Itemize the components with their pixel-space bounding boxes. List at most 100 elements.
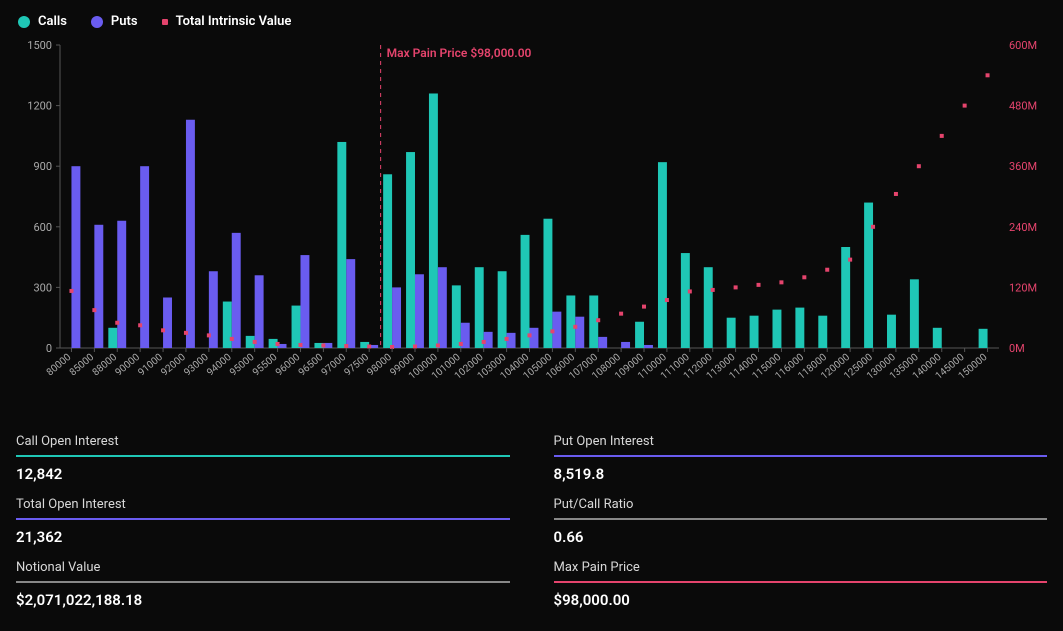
intrinsic-dot[interactable] — [940, 134, 944, 138]
bar-calls[interactable] — [841, 247, 850, 348]
intrinsic-dot[interactable] — [276, 342, 280, 346]
bar-calls[interactable] — [887, 315, 896, 348]
bar-puts[interactable] — [530, 328, 539, 348]
intrinsic-dot[interactable] — [665, 298, 669, 302]
bar-calls[interactable] — [750, 316, 759, 348]
bar-calls[interactable] — [543, 219, 552, 348]
bar-calls[interactable] — [704, 267, 713, 348]
x-tick-label: 93000 — [182, 352, 211, 379]
intrinsic-dot[interactable] — [619, 312, 623, 316]
open-interest-chart: 0300600900120015000M120M240M360M480M600M… — [14, 39, 1049, 394]
x-tick-label: 95000 — [228, 352, 257, 379]
svg-text:360M: 360M — [1009, 160, 1037, 173]
legend-label-intrinsic: Total Intrinsic Value — [176, 14, 292, 29]
bar-puts[interactable] — [300, 255, 309, 348]
bar-puts[interactable] — [71, 166, 80, 348]
bar-puts[interactable] — [575, 317, 584, 348]
maxpain-label: Max Pain Price $98,000.00 — [387, 46, 532, 60]
bar-puts[interactable] — [415, 274, 424, 348]
intrinsic-dot[interactable] — [253, 340, 257, 344]
intrinsic-dot[interactable] — [230, 337, 234, 341]
bar-calls[interactable] — [406, 152, 415, 348]
intrinsic-dot[interactable] — [596, 318, 600, 322]
intrinsic-dot[interactable] — [528, 333, 532, 337]
bar-calls[interactable] — [498, 271, 507, 348]
intrinsic-dot[interactable] — [161, 328, 165, 332]
bar-calls[interactable] — [658, 162, 667, 348]
bar-calls[interactable] — [681, 253, 690, 348]
intrinsic-dot[interactable] — [894, 192, 898, 196]
intrinsic-dot[interactable] — [298, 343, 302, 347]
bar-calls[interactable] — [818, 316, 827, 348]
bar-calls[interactable] — [635, 322, 644, 348]
bar-calls[interactable] — [452, 285, 461, 348]
bar-calls[interactable] — [795, 308, 804, 348]
intrinsic-dot[interactable] — [344, 344, 348, 348]
bar-calls[interactable] — [979, 329, 988, 348]
intrinsic-dot[interactable] — [207, 333, 211, 337]
intrinsic-dot[interactable] — [871, 225, 875, 229]
bar-puts[interactable] — [140, 166, 149, 348]
bar-puts[interactable] — [117, 221, 126, 348]
intrinsic-dot[interactable] — [986, 73, 990, 77]
bar-calls[interactable] — [933, 328, 942, 348]
bar-puts[interactable] — [186, 120, 195, 348]
intrinsic-dot[interactable] — [757, 283, 761, 287]
intrinsic-dot[interactable] — [436, 343, 440, 347]
intrinsic-dot[interactable] — [573, 325, 577, 329]
bar-calls[interactable] — [292, 306, 301, 348]
intrinsic-dot[interactable] — [963, 104, 967, 108]
intrinsic-dot[interactable] — [642, 305, 646, 309]
bar-calls[interactable] — [429, 93, 438, 348]
bar-puts[interactable] — [621, 342, 630, 348]
intrinsic-dot[interactable] — [711, 288, 715, 292]
legend-item-puts[interactable]: Puts — [91, 14, 138, 29]
legend-item-calls[interactable]: Calls — [18, 14, 67, 29]
intrinsic-dot[interactable] — [734, 285, 738, 289]
intrinsic-dot[interactable] — [779, 280, 783, 284]
bar-calls[interactable] — [772, 310, 781, 348]
bar-calls[interactable] — [521, 235, 530, 348]
bar-puts[interactable] — [392, 287, 401, 348]
bar-calls[interactable] — [566, 295, 575, 348]
bar-calls[interactable] — [223, 302, 232, 348]
bar-puts[interactable] — [598, 337, 607, 348]
bar-calls[interactable] — [383, 174, 392, 348]
bar-puts[interactable] — [255, 275, 264, 348]
bar-puts[interactable] — [644, 345, 653, 348]
intrinsic-dot[interactable] — [367, 344, 371, 348]
intrinsic-dot[interactable] — [688, 289, 692, 293]
bar-calls[interactable] — [864, 203, 873, 348]
intrinsic-dot[interactable] — [550, 329, 554, 333]
intrinsic-dot[interactable] — [184, 331, 188, 335]
bar-puts[interactable] — [438, 267, 447, 348]
bar-calls[interactable] — [727, 318, 736, 348]
stat-put-open-interest: Put Open Interest 8,519.8 — [554, 434, 1048, 483]
intrinsic-dot[interactable] — [321, 343, 325, 347]
bar-puts[interactable] — [346, 259, 355, 348]
intrinsic-dot[interactable] — [459, 342, 463, 346]
intrinsic-dot[interactable] — [92, 308, 96, 312]
bar-puts[interactable] — [484, 332, 493, 348]
intrinsic-dot[interactable] — [917, 164, 921, 168]
intrinsic-dot[interactable] — [115, 321, 119, 325]
intrinsic-dot[interactable] — [505, 337, 509, 341]
intrinsic-dot[interactable] — [825, 268, 829, 272]
intrinsic-dot[interactable] — [69, 289, 73, 293]
intrinsic-dot[interactable] — [413, 344, 417, 348]
bar-calls[interactable] — [337, 142, 346, 348]
bar-puts[interactable] — [232, 233, 241, 348]
intrinsic-dot[interactable] — [482, 340, 486, 344]
stat-total-open-interest: Total Open Interest 21,362 — [16, 497, 510, 546]
legend-item-intrinsic[interactable]: Total Intrinsic Value — [162, 14, 292, 29]
intrinsic-dot[interactable] — [138, 323, 142, 327]
stat-value: $98,000.00 — [554, 591, 1048, 609]
stat-label: Notional Value — [16, 560, 510, 583]
intrinsic-dot[interactable] — [802, 275, 806, 279]
bar-puts[interactable] — [94, 225, 103, 348]
bar-puts[interactable] — [163, 298, 172, 349]
bar-calls[interactable] — [910, 279, 919, 348]
bar-calls[interactable] — [475, 267, 484, 348]
bar-calls[interactable] — [108, 328, 117, 348]
intrinsic-dot[interactable] — [848, 258, 852, 262]
